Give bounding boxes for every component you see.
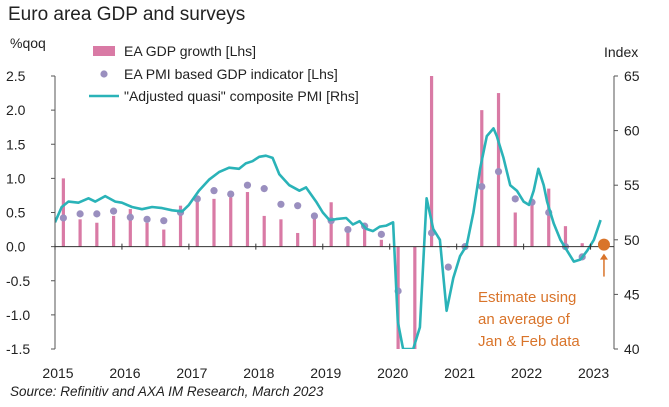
pmi-dot-2016Q1	[126, 213, 134, 221]
pmi-gdp-dots	[59, 167, 586, 295]
pmi-dot-2018Q4	[310, 212, 319, 220]
legend-label-adj-pmi: "Adjusted quasi" composite PMI [Rhs]	[124, 88, 359, 104]
estimate-annotation-line-1: an average of	[478, 311, 571, 328]
gdp-bar-2020Q1	[396, 246, 400, 349]
gdp-bar-2017Q1	[195, 198, 199, 247]
chart-title: Euro area GDP and surveys	[8, 4, 246, 25]
legend-label-gdp: EA GDP growth [Lhs]	[124, 43, 256, 59]
gdp-bar-2022Q4	[580, 243, 584, 247]
x-tick-label-2022: 2022	[511, 365, 542, 381]
gdp-bar-2015Q2	[78, 219, 82, 247]
pmi-dot-2021Q2	[478, 182, 486, 191]
left-tick-label-0.5: 0.5	[6, 205, 26, 221]
gdp-bar-2015Q1	[61, 178, 65, 247]
pmi-dot-2017Q2	[210, 187, 218, 195]
estimate-annotation-line-2: Jan & Feb data	[478, 333, 580, 350]
left-tick-label--1.5: -1.5	[6, 341, 30, 357]
pmi-dot-2016Q3	[160, 217, 168, 225]
gdp-bar-2020Q3	[429, 76, 434, 247]
left-tick-label--1.0: -1.0	[6, 307, 30, 323]
gdp-bars	[61, 76, 584, 349]
pmi-dot-2015Q3	[93, 210, 101, 218]
right-tick-label-50: 50	[624, 232, 640, 248]
estimate-annotation-line-0: Estimate using	[478, 289, 576, 306]
x-tick-label-2019: 2019	[310, 365, 341, 381]
left-tick-label-0.0: 0.0	[6, 239, 26, 255]
gdp-bar-2016Q2	[145, 222, 149, 247]
pmi-dot-2018Q1	[260, 185, 268, 193]
estimate-annotation: Estimate using an average of Jan & Feb dat…	[478, 238, 610, 350]
legend-swatch-pmi-gdp	[100, 70, 108, 78]
gdp-bar-2019Q3	[363, 226, 367, 247]
adjusted-pmi-line	[55, 127, 602, 349]
pmi-dot-2017Q3	[227, 190, 235, 198]
x-tick-label-2020: 2020	[377, 365, 408, 381]
gdp-bar-2018Q2	[279, 219, 283, 247]
gdp-bar-2022Q2	[547, 188, 551, 247]
gdp-bar-2018Q1	[262, 215, 266, 247]
source-note: Source: Refinitiv and AXA IM Research, M…	[10, 384, 324, 399]
pmi-dot-2015Q4	[109, 207, 118, 215]
gdp-bar-2016Q3	[162, 229, 166, 247]
gdp-bar-2015Q3	[95, 222, 99, 247]
left-tick-label-1.5: 1.5	[6, 136, 26, 152]
gdp-bar-2022Q1	[530, 198, 534, 247]
pmi-dot-2020Q4	[444, 263, 452, 271]
axes: -1.5 -1.0 -0.5 0.0 0.5 1.0 1.5 2.0 2.5 40 45 50 55 60…	[6, 68, 640, 381]
right-tick-label-65: 65	[624, 68, 640, 84]
estimate-arrow-head	[599, 253, 608, 260]
x-tick-label-2021: 2021	[444, 365, 475, 381]
gdp-bar-2017Q2	[212, 198, 216, 247]
left-tick-label-2.5: 2.5	[6, 68, 26, 84]
x-tick-label-2015: 2015	[42, 365, 73, 381]
pmi-dot-2021Q4	[511, 195, 519, 203]
gdp-bar-2016Q1	[128, 209, 132, 247]
right-tick-label-45: 45	[624, 286, 640, 302]
gdp-bar-2019Q2	[346, 232, 350, 247]
x-tick-label-2016: 2016	[109, 365, 140, 381]
pmi-dot-2019Q2	[344, 225, 352, 234]
gdp-bar-2015Q4	[111, 215, 116, 247]
pmi-dot-2016Q2	[143, 215, 151, 223]
right-tick-label-40: 40	[624, 341, 640, 357]
x-tick-label-2017: 2017	[176, 365, 207, 381]
gdp-bar-2017Q3	[229, 197, 233, 247]
gdp-bar-2016Q4	[178, 205, 183, 247]
pmi-dot-2018Q2	[277, 200, 285, 208]
gdp-bar-2018Q4	[312, 215, 317, 247]
right-tick-label-60: 60	[624, 123, 640, 139]
gdp-bar-2019Q1	[329, 202, 333, 247]
gdp-bar-2021Q2	[480, 110, 484, 247]
x-tick-label-2023: 2023	[578, 365, 609, 381]
left-tick-label-2.0: 2.0	[6, 102, 26, 118]
x-tick-label-2018: 2018	[243, 365, 274, 381]
left-axis-unit-label: %qoq	[10, 35, 46, 51]
right-tick-label-55: 55	[624, 177, 640, 193]
pmi-dot-2021Q3	[494, 167, 503, 176]
left-tick-label--0.5: -0.5	[6, 273, 30, 289]
pmi-dot-2015Q2	[76, 210, 84, 218]
estimate-point	[597, 238, 610, 251]
pmi-dot-2017Q4	[243, 181, 252, 189]
gdp-bar-2019Q4	[379, 239, 383, 247]
gdp-bar-2022Q3	[563, 226, 568, 247]
legend: EA GDP growth [Lhs] EA PMI based GDP indi…	[89, 43, 359, 104]
gdp-bar-2018Q3	[296, 232, 300, 247]
left-tick-label-1.0: 1.0	[6, 170, 26, 186]
pmi-dot-2015Q1	[59, 214, 67, 222]
legend-swatch-gdp	[93, 46, 115, 56]
gdp-bar-2021Q4	[513, 212, 517, 247]
pmi-dot-2018Q3	[294, 202, 302, 210]
gdp-bar-2020Q2	[413, 246, 417, 349]
legend-label-pmi-gdp: EA PMI based GDP indicator [Lhs]	[124, 66, 338, 82]
gdp-bar-2017Q4	[245, 192, 250, 247]
right-axis-unit-label: Index	[604, 44, 638, 60]
pmi-dot-2019Q4	[377, 230, 385, 238]
